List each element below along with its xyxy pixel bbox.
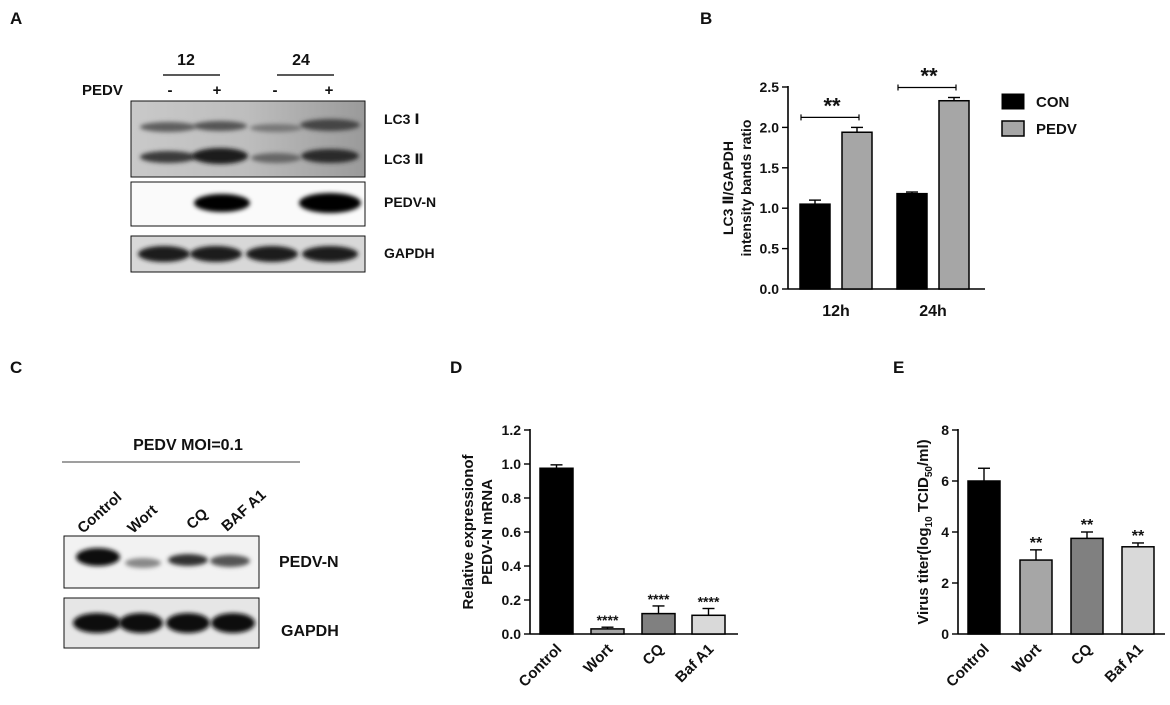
b-ytick-label: 0.5 <box>760 241 780 257</box>
d-bar-cq <box>641 612 676 635</box>
d-xtick-label: CQ <box>639 641 667 669</box>
panel-a: A 12 24 PEDV - + - + LC3 Ⅰ LC3 Ⅱ <box>10 9 436 273</box>
time-label-24: 24 <box>292 52 310 69</box>
e-ylabel-part5: /ml) <box>915 439 932 466</box>
d-sig-marker: **** <box>698 594 720 610</box>
band-label-lc3-2: LC3 Ⅱ <box>384 151 424 167</box>
e-ytick-label: 6 <box>941 473 949 489</box>
b-sig-marker: ** <box>823 93 841 118</box>
e-sig-marker: ** <box>1132 528 1145 545</box>
panel-b: B LC3 Ⅱ/GAPDH intensity bands ratio 0.00… <box>700 9 1077 320</box>
sign-lane-1: - <box>168 82 173 99</box>
b-bar-con-24h <box>896 192 928 290</box>
legend-swatch-con <box>1001 93 1025 110</box>
sign-lane-4: + <box>325 82 334 99</box>
d-ytick-label: 0.0 <box>502 626 522 642</box>
d-bar-wort <box>590 628 625 635</box>
blot-gapdh-a <box>130 235 366 273</box>
e-ylabel: Virus titer(log10 TCID50/ml) <box>915 439 935 624</box>
b-ytick-label: 1.5 <box>760 160 780 176</box>
d-ytick-label: 1.2 <box>502 422 522 438</box>
e-sig-marker: ** <box>1081 517 1094 534</box>
e-ylabel-part3: TCID <box>915 477 932 516</box>
d-ylabel-line1: Relative expressionof <box>460 453 477 609</box>
b-ytick-label: 2.5 <box>760 79 780 95</box>
e-ytick-label: 4 <box>941 524 949 540</box>
d-sig-marker: **** <box>597 612 619 628</box>
chart-d-plot: 0.0 0.2 0.4 0.6 0.8 1.0 1.2 Control **** Wort ****… <box>502 422 738 691</box>
b-bar-con-12h <box>799 203 831 290</box>
time-label-12: 12 <box>177 52 195 69</box>
b-ylabel-line2: intensity bands ratio <box>738 120 754 257</box>
chart-e-plot: 0 2 4 6 8 Control ** Wort ** CQ ** Baf A1 <box>941 422 1165 691</box>
row-label-pedv: PEDV <box>82 82 123 99</box>
e-xtick-label: CQ <box>1068 641 1096 669</box>
b-ytick-label: 0.0 <box>760 281 780 297</box>
e-ytick-label: 8 <box>941 422 949 438</box>
band-label-gapdh-a: GAPDH <box>384 245 435 261</box>
e-xtick-label: Baf A1 <box>1102 641 1147 686</box>
e-bar-cq <box>1070 537 1104 635</box>
sign-lane-3: - <box>273 82 278 99</box>
d-ytick-label: 0.2 <box>502 592 522 608</box>
c-lane-wort: Wort <box>124 502 161 537</box>
legend-label-con: CON <box>1036 94 1069 111</box>
panel-e: E Virus titer(log10 TCID50/ml) 0 2 4 6 8 Cont… <box>893 358 1165 691</box>
b-xtick-label: 12h <box>822 303 850 320</box>
d-sig-marker: **** <box>648 591 670 607</box>
c-lane-control: Control <box>74 489 125 537</box>
d-ytick-label: 0.4 <box>502 558 522 574</box>
panel-letter-d: D <box>450 358 462 377</box>
e-bar-wort <box>1019 559 1053 635</box>
e-ytick-label: 0 <box>941 626 949 642</box>
b-bar-pedv-24h <box>938 99 970 290</box>
panel-d: D Relative expressionof PEDV-N mRNA 0.00… <box>450 358 738 691</box>
c-lane-baf-a1: BAF A1 <box>218 486 269 535</box>
c-header: PEDV MOI=0.1 <box>133 437 243 454</box>
b-ylabel-line1: LC3 Ⅱ/GAPDH <box>720 141 736 235</box>
blot-lc3 <box>130 100 366 178</box>
e-ylabel-part1: Virus titer(log <box>915 527 932 624</box>
e-xtick-label: Control <box>943 641 993 691</box>
b-ytick-label: 1.0 <box>760 200 780 216</box>
legend-swatch-pedv <box>1001 120 1025 137</box>
sign-lane-2: + <box>213 82 222 99</box>
d-bar-baf-a1 <box>691 614 726 635</box>
panel-letter-c: C <box>10 358 22 377</box>
panel-letter-b: B <box>700 9 712 28</box>
e-bar-baf-a1 <box>1121 546 1155 635</box>
d-ytick-label: 1.0 <box>502 456 522 472</box>
d-xtick-label: Control <box>516 641 566 691</box>
legend-label-pedv: PEDV <box>1036 121 1077 138</box>
chart-b-plot: 0.0 0.5 1.0 1.5 2.0 2.5 12h ** 24h ** <box>760 64 985 320</box>
blot-pedv-n <box>130 181 366 227</box>
b-ytick-label: 2.0 <box>760 119 780 135</box>
c-band-label-pedv-n: PEDV-N <box>279 554 339 571</box>
panel-letter-a: A <box>10 9 22 28</box>
blot-c-gapdh <box>63 597 260 649</box>
d-xtick-label: Wort <box>580 641 616 677</box>
d-ylabel-line2: PEDV-N mRNA <box>479 479 496 585</box>
e-ylabel-sub50: 50 <box>924 466 935 478</box>
blot-c-pedv-n <box>63 535 260 589</box>
band-label-lc3-1: LC3 Ⅰ <box>384 111 420 127</box>
c-band-label-gapdh: GAPDH <box>281 623 339 640</box>
d-ytick-label: 0.6 <box>502 524 522 540</box>
panel-c: C PEDV MOI=0.1 Control Wort CQ BAF A1 PE… <box>10 358 339 649</box>
e-xtick-label: Wort <box>1009 641 1045 677</box>
d-xtick-label: Baf A1 <box>672 641 717 686</box>
band-label-pedv-n: PEDV-N <box>384 194 436 210</box>
b-bar-pedv-12h <box>841 131 873 290</box>
panel-letter-e: E <box>893 358 904 377</box>
c-lane-cq: CQ <box>183 505 211 533</box>
d-ytick-label: 0.8 <box>502 490 522 506</box>
e-sig-marker: ** <box>1030 535 1043 552</box>
e-bar-control <box>967 480 1001 635</box>
b-xtick-label: 24h <box>919 303 947 320</box>
e-ytick-label: 2 <box>941 575 949 591</box>
b-sig-marker: ** <box>920 64 938 89</box>
d-bar-control <box>539 467 574 635</box>
e-ylabel-sub10: 10 <box>924 516 935 528</box>
